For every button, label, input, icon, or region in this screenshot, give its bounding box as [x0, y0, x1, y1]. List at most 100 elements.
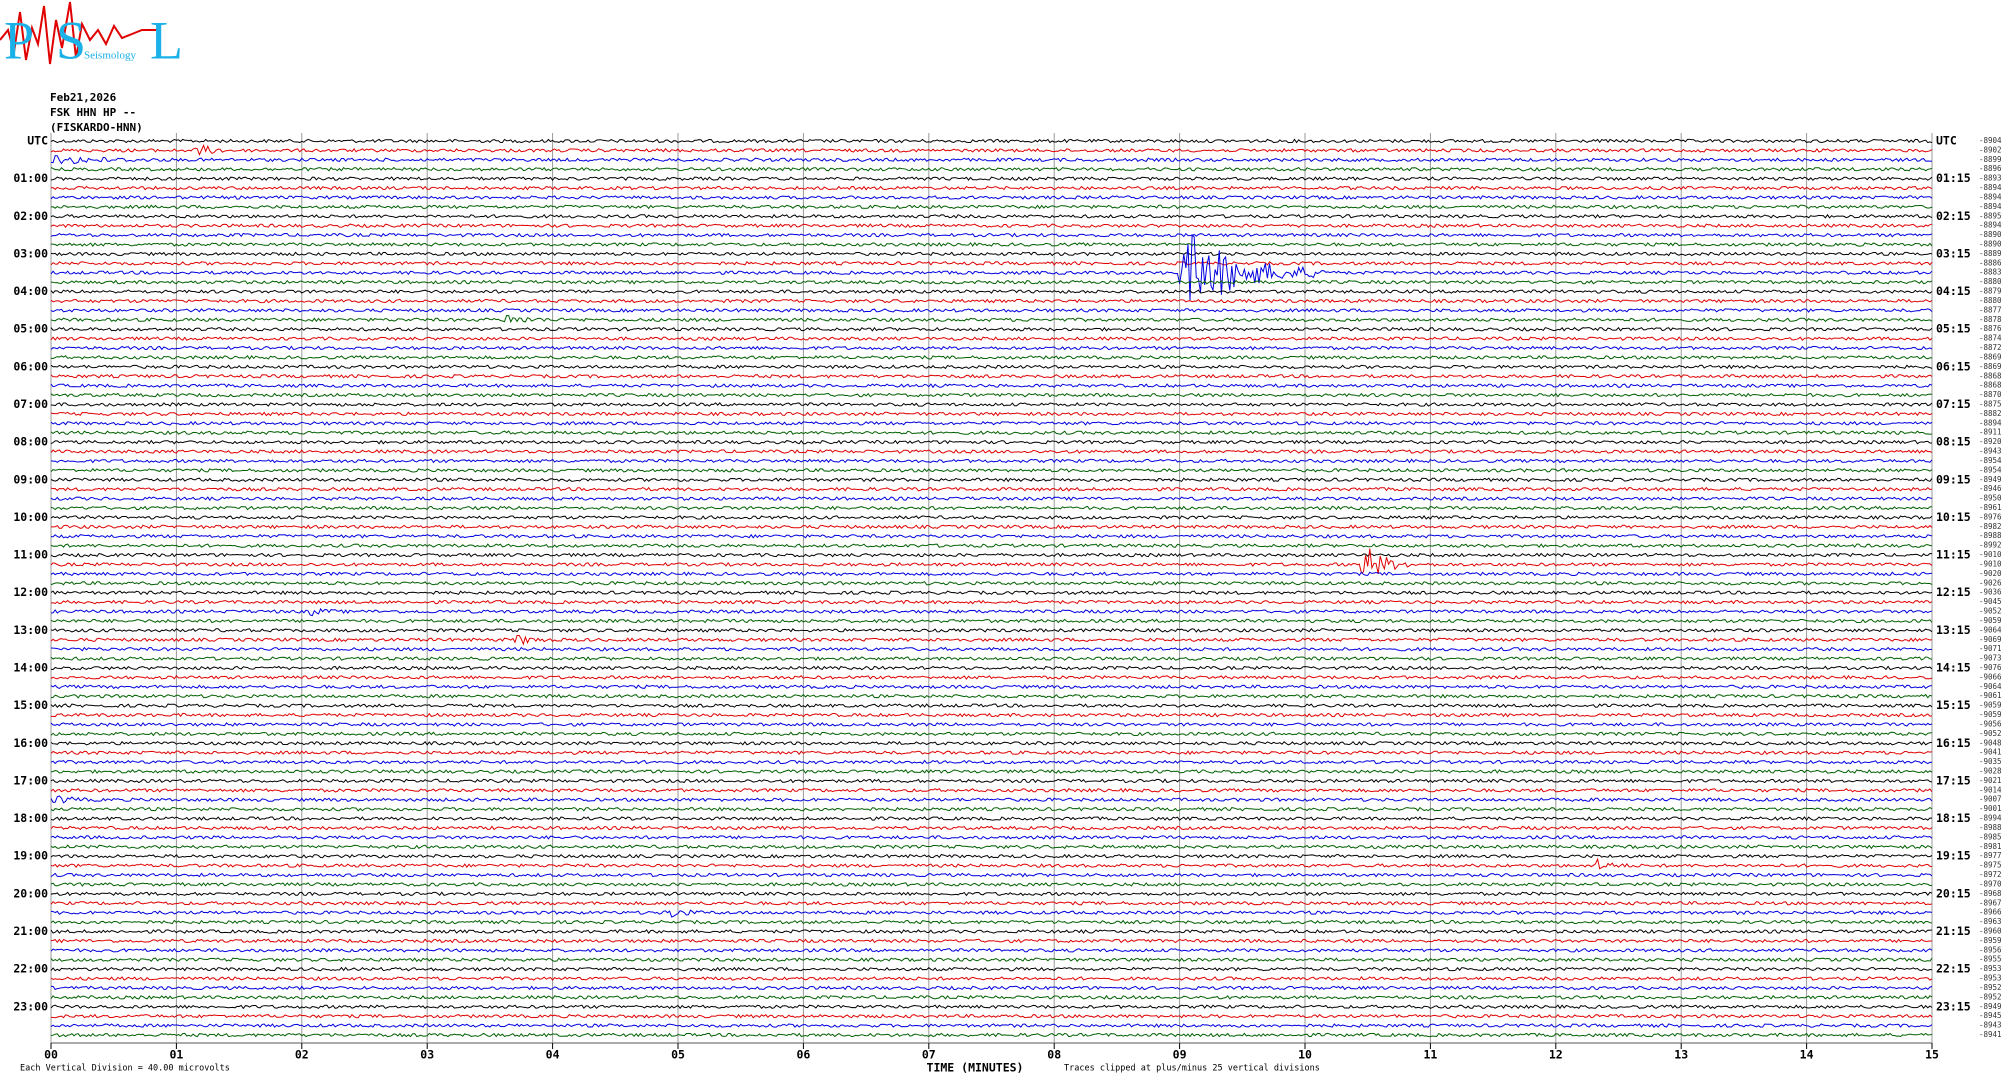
- x-tick-label: 06: [796, 1048, 810, 1062]
- trace: [50, 251, 1933, 257]
- trace: [50, 223, 1933, 229]
- offset-label: -8920: [1979, 437, 2002, 446]
- trace: [50, 195, 1933, 200]
- trace: [50, 919, 1933, 925]
- trace: [50, 806, 1933, 812]
- offset-label: -8949: [1979, 1002, 2002, 1011]
- trace: [50, 580, 1933, 586]
- offset-label: -8952: [1979, 983, 2002, 992]
- trace: [50, 778, 1933, 784]
- x-tick-label: 10: [1298, 1048, 1312, 1062]
- logo-letter: L: [150, 10, 183, 70]
- trace: [50, 929, 1933, 934]
- trace: [50, 635, 1933, 646]
- trace: [50, 402, 1933, 407]
- offset-label: -9048: [1979, 738, 2002, 747]
- trace: [50, 260, 1933, 266]
- offset-label: -8890: [1979, 230, 2002, 239]
- logo-text: Seismology: [84, 50, 136, 62]
- offset-label: -9035: [1979, 757, 2002, 766]
- right-time-label: 04:15: [1936, 284, 1971, 298]
- left-time-label: 10:00: [13, 510, 48, 524]
- right-time-label: 07:15: [1936, 397, 1971, 411]
- trace: [50, 326, 1933, 332]
- offset-label: -8882: [1979, 409, 2002, 418]
- offset-label: -8894: [1979, 202, 2002, 211]
- trace: [50, 750, 1933, 756]
- trace: [50, 364, 1933, 370]
- offset-label: -8956: [1979, 945, 2002, 954]
- offset-label: -8899: [1979, 155, 2002, 164]
- x-tick-label: 15: [1925, 1048, 1939, 1062]
- offset-label: -9069: [1979, 635, 2002, 644]
- offset-label: -8960: [1979, 926, 2002, 935]
- right-time-label: 19:15: [1936, 849, 1971, 863]
- trace: [50, 505, 1933, 511]
- offset-label: -9064: [1979, 682, 2002, 691]
- trace: [51, 985, 1933, 991]
- traces: [50, 138, 1933, 1038]
- trace: [50, 411, 1933, 417]
- offset-label: -8953: [1979, 964, 2002, 973]
- offset-label: -8949: [1979, 475, 2002, 484]
- left-time-label: 08:00: [13, 435, 48, 449]
- offset-label: -8894: [1979, 221, 2002, 230]
- right-time-label: 20:15: [1936, 886, 1971, 900]
- trace: [50, 373, 1933, 379]
- offset-label: -8982: [1979, 522, 2002, 531]
- trace: [50, 825, 1933, 831]
- trace: [50, 279, 1933, 285]
- trace: [50, 857, 1933, 870]
- offset-label: -8976: [1979, 512, 2002, 521]
- trace: [50, 844, 1933, 850]
- offset-label: -8904: [1979, 136, 2002, 145]
- trace: [50, 533, 1933, 539]
- trace: [50, 138, 1933, 144]
- offset-label: -9020: [1979, 569, 2002, 578]
- trace: [50, 449, 1933, 454]
- trace: [50, 759, 1933, 765]
- offset-label: -9073: [1979, 654, 2002, 663]
- offset-label: -8954: [1979, 456, 2002, 465]
- offset-label: -9026: [1979, 578, 2002, 587]
- right-time-label: 09:15: [1936, 472, 1971, 486]
- offset-label: -8988: [1979, 823, 2002, 832]
- offset-label: -8954: [1979, 465, 2002, 474]
- offset-label: -9036: [1979, 588, 2002, 597]
- offset-label: -9059: [1979, 701, 2002, 710]
- trace: [50, 835, 1933, 840]
- offset-label: -8961: [1979, 503, 2002, 512]
- trace: [50, 543, 1932, 549]
- trace: [50, 628, 1933, 633]
- left-time-label: 19:00: [13, 849, 48, 863]
- offset-label: -9059: [1979, 710, 2002, 719]
- offset-label: -8894: [1979, 418, 2002, 427]
- offset-label: -8994: [1979, 814, 2002, 823]
- trace: [50, 176, 1933, 182]
- logo-wave: [0, 1, 160, 65]
- left-time-label: 15:00: [13, 698, 48, 712]
- right-time-label: 02:15: [1936, 209, 1971, 223]
- offset-label: -8988: [1979, 531, 2002, 540]
- offset-label: -8943: [1979, 1021, 2002, 1030]
- trace: [50, 392, 1933, 398]
- clip-note: Traces clipped at plus/minus 25 vertical…: [1064, 1064, 1320, 1074]
- offset-label: -9014: [1979, 785, 2002, 794]
- trace: [50, 1032, 1933, 1038]
- x-tick-label: 08: [1047, 1048, 1061, 1062]
- offset-label: -9010: [1979, 550, 2002, 559]
- offset-label: -8963: [1979, 917, 2002, 926]
- date: Feb21,2026: [50, 91, 117, 104]
- offset-label: -8894: [1979, 192, 2002, 201]
- offset-label: -8966: [1979, 908, 2002, 917]
- trace: [50, 467, 1933, 473]
- trace: [50, 185, 1933, 191]
- trace: [50, 787, 1933, 793]
- trace: [50, 420, 1933, 426]
- trace: [50, 298, 1933, 304]
- trace: [50, 731, 1933, 737]
- trace: [50, 674, 1933, 680]
- right-time-label: 15:15: [1936, 698, 1971, 712]
- trace: [50, 947, 1933, 953]
- offset-label: -8880: [1979, 277, 2002, 286]
